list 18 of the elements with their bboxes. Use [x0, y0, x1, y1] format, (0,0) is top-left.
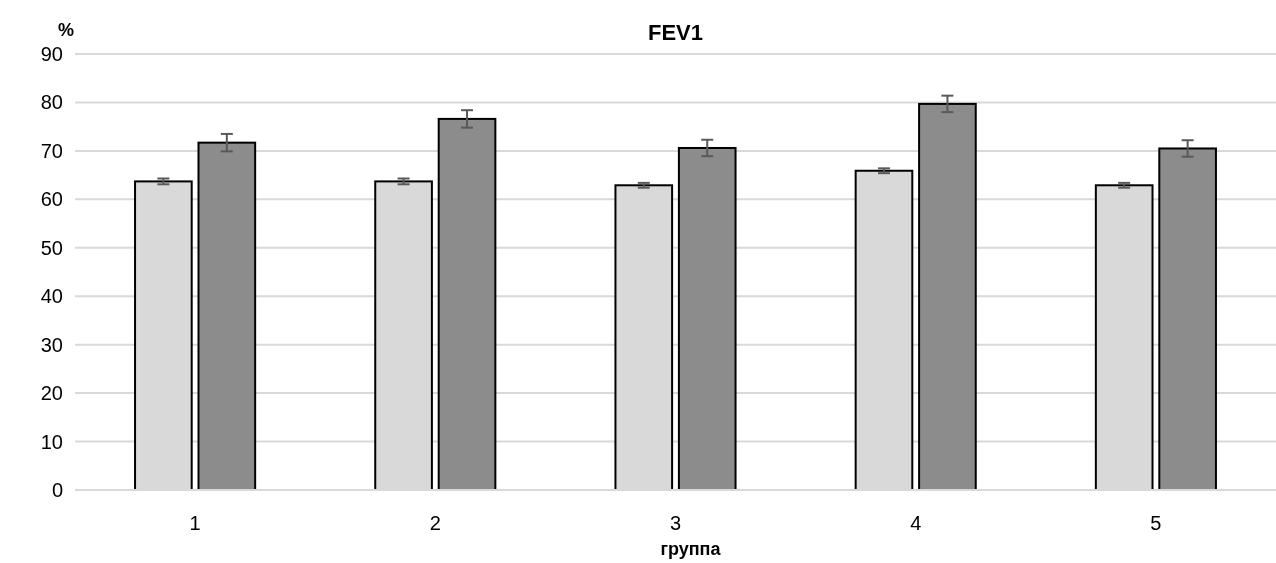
- y-axis-title: %: [58, 20, 75, 40]
- chart-title: FEV1: [647, 20, 704, 45]
- y-tick-label: 40: [40, 285, 63, 308]
- y-tick-label: 30: [40, 333, 63, 356]
- x-tick-label: 4: [910, 512, 922, 534]
- x-tick-label: 3: [669, 512, 682, 534]
- y-tick-label: 10: [40, 430, 63, 453]
- x-tick-label: 2: [429, 512, 441, 534]
- x-axis-title: группа: [660, 539, 722, 559]
- y-tick-label: 90: [40, 43, 63, 65]
- y-tick-label: 80: [40, 91, 63, 114]
- x-tick-label: 5: [1150, 512, 1162, 534]
- y-tick-label: 60: [40, 188, 63, 211]
- y-tick-label: 70: [40, 139, 63, 162]
- y-tick-label: 50: [40, 236, 63, 259]
- x-tick-label: 1: [189, 512, 201, 534]
- y-tick-label: 0: [51, 479, 63, 501]
- y-tick-label: 20: [40, 382, 63, 405]
